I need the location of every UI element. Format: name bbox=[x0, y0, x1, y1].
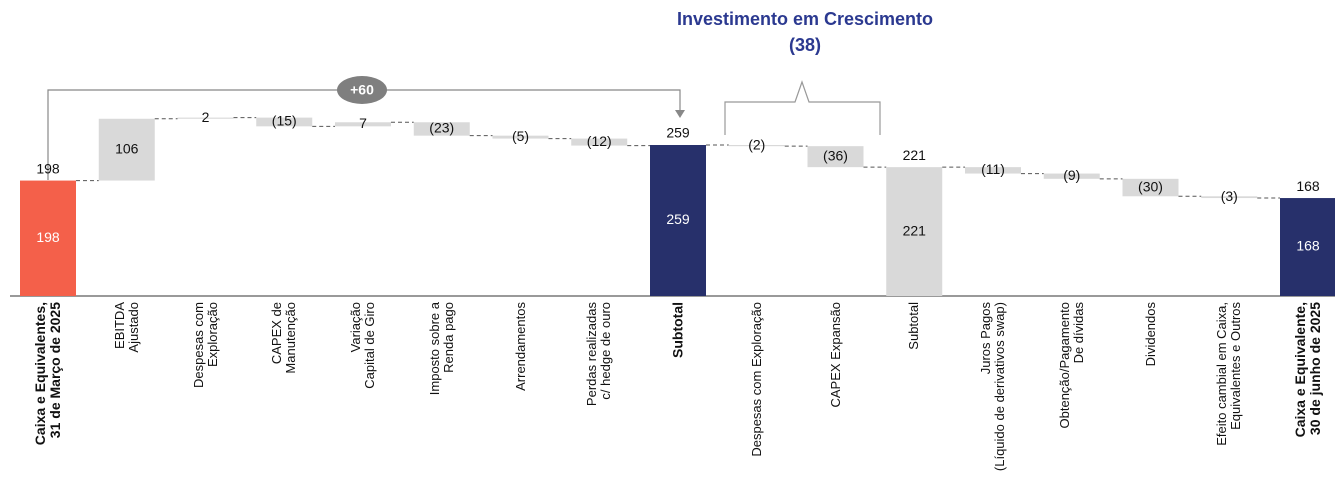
x-tick-label: EBITDA Ajustado bbox=[113, 302, 141, 353]
value-label: (3) bbox=[1221, 188, 1238, 204]
value-label: (11) bbox=[981, 161, 1005, 177]
total-label: 168 bbox=[1296, 178, 1320, 194]
bracket bbox=[725, 82, 880, 135]
x-tick-label: Subtotal bbox=[907, 302, 921, 350]
x-tick-label: Obtenção/Pagamento De dívidas bbox=[1058, 302, 1086, 428]
value-label: (36) bbox=[823, 147, 848, 163]
bracket-title: Investimento em Crescimento bbox=[677, 9, 933, 29]
x-tick-label: CAPEX de Manutenção bbox=[270, 302, 298, 374]
x-tick-label: Caixa e Equivalentes, 31 de Março de 202… bbox=[33, 302, 63, 445]
x-tick-label: Arrendamentos bbox=[514, 302, 528, 391]
x-tick-label: Perdas realizadas c/ hedge de ouro bbox=[585, 302, 613, 406]
value-label: (23) bbox=[429, 120, 454, 136]
x-tick-label: Imposto sobre a Renda pago bbox=[428, 302, 456, 395]
chart: Investimento em Crescimento (38) +60 198… bbox=[0, 0, 1335, 502]
total-label: 221 bbox=[903, 147, 927, 163]
x-tick-label: Caixa e Equivalente, 30 de junho de 2025 bbox=[1293, 302, 1323, 437]
x-tick-label: Subtotal bbox=[671, 302, 686, 358]
total-label: 198 bbox=[36, 160, 60, 176]
total-label: 259 bbox=[666, 125, 690, 141]
x-tick-label: CAPEX Expansão bbox=[829, 302, 843, 408]
x-tick-label: Despesas com Exploração bbox=[192, 302, 220, 388]
x-tick-label: Juros Pagos (Líquido de derivativos swap… bbox=[979, 302, 1007, 471]
value-label: 221 bbox=[903, 222, 927, 238]
value-label: 7 bbox=[359, 115, 367, 131]
value-label: 259 bbox=[666, 211, 690, 227]
x-tick-label: Variação Capital de Giro bbox=[349, 302, 377, 389]
value-label: (15) bbox=[272, 113, 297, 129]
value-label: (5) bbox=[512, 128, 529, 144]
value-label: 106 bbox=[115, 140, 139, 156]
x-tick-label: Despesas com Exploração bbox=[750, 302, 764, 457]
value-label: (9) bbox=[1063, 167, 1080, 183]
arrow-head bbox=[675, 110, 685, 118]
value-label: (12) bbox=[587, 133, 612, 149]
bracket-value: (38) bbox=[789, 35, 821, 55]
value-label: 168 bbox=[1296, 238, 1320, 254]
x-tick-label: Dividendos bbox=[1144, 302, 1158, 366]
x-tick-label: Efeito cambial em Caixa, Equivalentes e … bbox=[1215, 302, 1243, 446]
page: Investimento em Crescimento (38) +60 198… bbox=[0, 0, 1335, 502]
value-label: 2 bbox=[202, 109, 210, 125]
value-label: 198 bbox=[36, 229, 60, 245]
value-label: (30) bbox=[1138, 178, 1163, 194]
value-label: (2) bbox=[748, 136, 765, 152]
bubble-label: +60 bbox=[350, 82, 374, 98]
